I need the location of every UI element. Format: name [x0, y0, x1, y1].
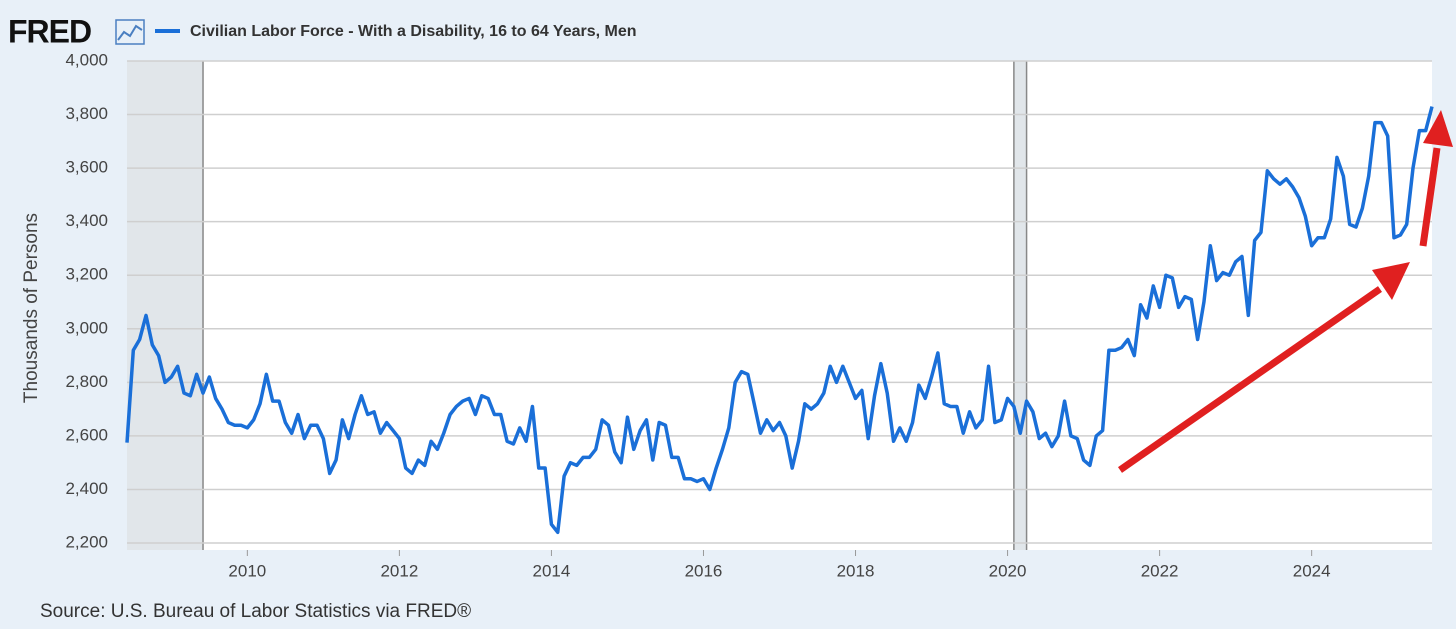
- x-tick-label: 2010: [228, 561, 266, 580]
- y-tick-label: 4,000: [65, 50, 108, 69]
- y-tick-label: 3,600: [65, 158, 108, 177]
- arrow-head: [1423, 110, 1453, 147]
- legend-label: Civilian Labor Force - With a Disability…: [190, 23, 637, 40]
- chart-icon: [115, 19, 145, 45]
- plot-area: [127, 61, 1432, 550]
- y-tick-label: 3,800: [65, 104, 108, 123]
- icon-frame: [115, 19, 145, 45]
- source-note: Source: U.S. Bureau of Labor Statistics …: [40, 601, 471, 622]
- y-axis-label: Thousands of Persons: [21, 213, 42, 403]
- x-tick-label: 2020: [989, 561, 1027, 580]
- x-tick-label: 2024: [1293, 561, 1331, 580]
- y-tick-label: 2,400: [65, 479, 108, 498]
- data-line: [125, 106, 1434, 535]
- arrow-shaft: [1419, 147, 1441, 247]
- y-tick-label: 3,200: [65, 265, 108, 284]
- y-tick-label: 3,000: [65, 318, 108, 337]
- arrow-head: [1372, 262, 1410, 300]
- y-tick-label: 2,200: [65, 533, 108, 552]
- x-tick-label: 2022: [1141, 561, 1179, 580]
- arrow-shaft: [1118, 286, 1382, 473]
- x-tick-label: 2014: [533, 561, 571, 580]
- x-tick-label: 2018: [837, 561, 875, 580]
- y-tick-label: 3,400: [65, 211, 108, 230]
- brand-logo: FRED: [8, 13, 91, 49]
- icon-line: [117, 24, 143, 41]
- annotation-arrows: [1118, 110, 1453, 473]
- y-tick-label: 2,800: [65, 372, 108, 391]
- recession-band: [1013, 61, 1027, 550]
- x-tick-label: 2012: [380, 561, 418, 580]
- plot: 2,200 2,400 2,600 2,800 3,000 3,200 3,400 3,600…: [65, 50, 1434, 580]
- y-tick-label: 2,600: [65, 425, 108, 444]
- x-tick-label: 2016: [685, 561, 723, 580]
- recession-band: [127, 61, 204, 550]
